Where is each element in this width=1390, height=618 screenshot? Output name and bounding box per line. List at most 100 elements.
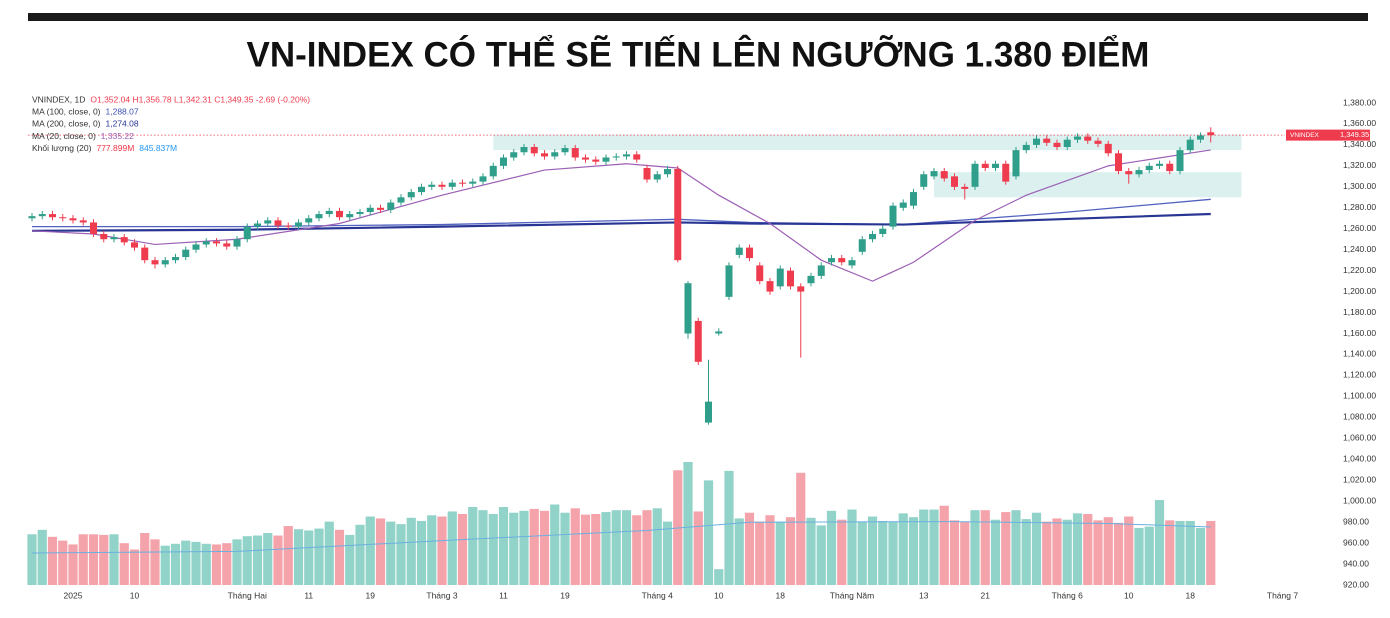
volume-bar [252,535,263,585]
volume-bar [960,521,970,585]
price-tag-name: VNINDEX [1290,132,1320,139]
candle-body [346,214,354,218]
ma-line [31,212,1211,232]
y-tick-label: 1,300.00 [1343,181,1376,191]
candle-body [192,244,200,250]
candle-body [541,153,548,157]
candle-body [889,205,897,227]
candle-body [284,225,292,227]
candle-body [725,265,733,297]
volume-bar [68,544,78,585]
y-tick-label: 1,020.00 [1343,474,1376,484]
candle-body [110,237,118,240]
volume-bar [150,539,160,585]
candle-body [971,163,979,187]
candle-body [69,218,77,221]
legend-indicator: Khối lượng (20) [32,143,92,153]
candle-body [694,320,702,362]
legend-value: 1,274.08 [106,119,139,129]
y-tick-label: 1,040.00 [1343,454,1376,464]
volume-bar [929,509,939,585]
x-tick-label: 10 [130,590,140,600]
candle-body [469,181,477,184]
candle-body [366,207,374,212]
candle-body [141,247,149,261]
candle-body [869,233,876,240]
volume-bar [375,518,386,585]
y-tick-label: 1,360.00 [1343,118,1376,128]
volume-bar [632,515,642,585]
volume-bar [1072,513,1083,585]
candle-body [797,286,805,292]
y-tick-label: 1,200.00 [1343,286,1376,296]
candle-body [28,216,36,219]
candle-body [776,268,784,287]
volume-bar [488,513,498,585]
candle-body [1156,163,1163,166]
volume-bar [1175,520,1185,585]
volume-bar [980,510,990,585]
y-tick-label: 1,260.00 [1343,223,1376,233]
volume-bar [304,530,314,585]
volume-bar [406,517,416,585]
volume-bar [509,512,519,585]
x-tick-label: Tháng Năm [830,590,874,600]
candle-body [715,331,723,334]
candle-body [1012,150,1020,177]
candle-body [653,174,661,180]
volume-bar [949,520,960,585]
y-tick-label: 1,280.00 [1343,202,1376,212]
candle-body [899,202,907,208]
candle-body [336,210,343,218]
y-tick-label: 1,340.00 [1343,139,1376,149]
y-tick-label: 1,060.00 [1343,433,1376,443]
volume-bar [775,521,785,585]
volume-bar [919,509,929,585]
y-tick-label: 1,100.00 [1343,391,1376,401]
legend-indicator: MA (20, close, 0) [32,131,96,141]
candle-body [920,174,928,187]
candle-body [1135,170,1143,175]
volume-bar [1021,519,1031,585]
candle-body [828,258,835,263]
volume-bar [642,510,652,585]
candle-body [448,182,456,187]
volume-bar [1154,500,1165,585]
candle-body [182,249,190,258]
volume-bar [990,519,1001,585]
volume-bar [693,511,703,585]
legend-value: 1,288.07 [106,106,139,116]
x-tick-label: 11 [304,590,313,600]
volume-bar [550,504,560,585]
volume-bar [478,510,488,585]
x-tick-label: Tháng Hai [228,590,267,600]
candle-body [1176,150,1184,172]
volume-bar [416,520,427,585]
volume-bar [1083,513,1093,585]
candle-body [940,171,948,179]
candle-body [582,157,589,160]
candle-body [674,169,682,261]
candle-body [1207,132,1215,136]
y-tick-label: 1,140.00 [1343,349,1376,359]
volume-bar [1062,519,1072,585]
candle-body [520,147,528,153]
candle-body [243,226,251,240]
volume-bar [457,513,468,585]
candle-body [705,401,712,423]
candle-body [1053,142,1061,148]
y-tick-label: 960.00 [1343,537,1369,547]
candle-body [418,186,425,193]
volume-bar [1093,520,1103,585]
legend-value: 1,335.22 [101,131,134,141]
volume-bar [1206,520,1216,585]
volume-bar [796,472,806,585]
legend-indicator: MA (100, close, 0) [32,106,101,116]
candle-body [510,152,518,158]
volume-bar [283,526,293,585]
price-tag-value: 1,349.35 [1340,130,1369,139]
volume-bar [539,510,550,585]
candle-body [1166,163,1174,172]
zone [934,172,1242,198]
